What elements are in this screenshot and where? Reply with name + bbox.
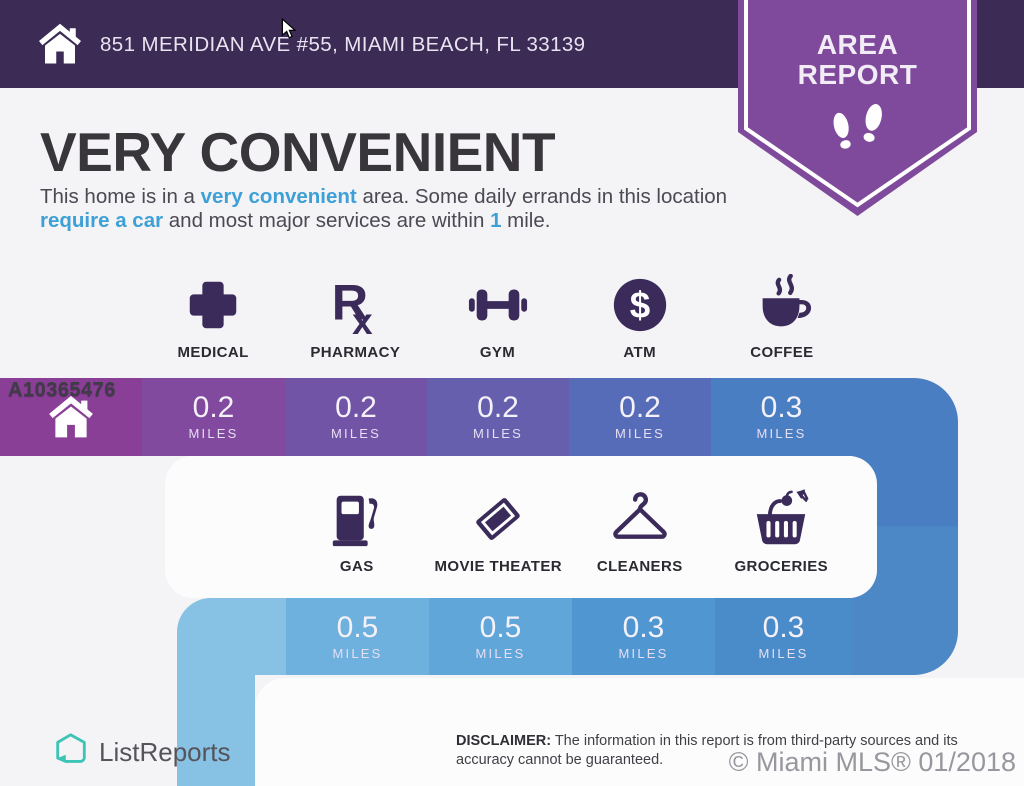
amenity-pharmacy: R x PHARMACY [284,274,426,361]
mls-credit-watermark: © Miami MLS® 01/2018 [728,747,1016,777]
grocery-basket-icon [750,488,812,550]
distance-cell-coffee: 0.3 MILES [711,378,852,456]
distance-value: 0.2 [192,391,235,424]
distance-value: 0.3 [760,391,803,424]
highlight-one-mile: 1 [490,208,502,232]
amenity-atm: $ ATM [569,274,711,361]
distance-value: 0.5 [336,610,379,644]
amenity-label: MEDICAL [177,344,249,361]
desc-text: and most major services are within [163,208,491,232]
dumbbell-icon [467,274,529,336]
distance-band-2: 0.5 MILES 0.5 MILES 0.3 MILES 0.3 MILES [177,598,852,675]
distance-cell-cleaners: 0.3 MILES [572,598,715,675]
coffee-cup-icon [751,273,813,336]
distance-value: 0.5 [479,610,522,644]
home-icon [36,20,84,68]
svg-text:$: $ [629,285,649,326]
amenity-label: PHARMACY [310,344,401,361]
amenity-label: ATM [623,344,656,361]
distance-cell-medical: 0.2 MILES [142,378,285,456]
distance-unit: MILES [618,645,669,661]
distance-cell-gas: 0.5 MILES [286,598,429,675]
listreports-logo-icon [52,731,90,774]
amenity-icons-row1: MEDICAL R x PHARMACY GYM [142,274,853,361]
distance-value: 0.2 [477,391,519,424]
distance-cell-groceries: 0.3 MILES [715,598,852,675]
highlight-very-convenient: very convenient [200,185,357,208]
mouse-cursor-icon [281,18,297,39]
home-cell [0,378,142,456]
distance-value: 0.2 [619,391,661,424]
distance-cell-pharmacy: 0.2 MILES [285,378,427,456]
home-icon [49,395,93,438]
ribbon-banner-shape [738,0,977,216]
second-row-card [165,456,877,598]
amenity-label: GAS [339,558,374,575]
highlight-require-a-car: require a car [40,208,164,232]
walkability-description: This home is in a very convenient area. … [40,185,732,232]
desc-text: mile. [501,208,551,232]
area-report-ribbon: AREA REPORT [738,0,977,218]
pharmacy-rx-icon: R x [324,274,386,343]
dollar-circle-icon: $ [609,274,671,336]
ticket-icon [467,488,529,550]
amenity-label: CLEANERS [596,558,683,575]
disclaimer-line2: accuracy cannot be guaranteed. [456,752,664,768]
amenity-gym: GYM [426,274,568,361]
amenity-movie-theater: MOVIE THEATER [428,488,570,575]
distance-unit: MILES [188,426,239,441]
distance-unit: MILES [758,645,809,661]
property-address: 851 MERIDIAN AVE #55, MIAMI BEACH, FL 33… [100,33,586,56]
amenity-label: GROCERIES [734,558,829,575]
distance-unit: MILES [614,426,665,441]
disclaimer-line1: The information in this report is from t… [551,733,958,749]
amenity-icons-row2: GAS MOVIE THEATER CLEANERS [286,488,852,575]
walkability-title: VERY CONVENIENT [40,121,556,183]
amenity-gas: GAS [286,488,428,575]
listing-id-watermark: A10365476 [8,379,116,401]
distance-cell-gym: 0.2 MILES [427,378,569,456]
distance-unit: MILES [330,426,381,441]
amenity-coffee: COFFEE [711,273,853,361]
disclaimer-text: DISCLAIMER: The information in this repo… [456,732,1001,770]
listreports-brand-name: ListReports [99,737,231,767]
footprints-icon [833,104,882,149]
route-connector-left [177,668,255,786]
gas-pump-icon [326,488,388,550]
distance-value: 0.3 [622,610,665,644]
listreports-brand: ListReports [52,731,231,774]
svg-text:x: x [352,301,373,336]
distance-cell-movie-theater: 0.5 MILES [429,598,572,675]
footer-card [255,678,1024,786]
amenity-cleaners: CLEANERS [569,488,711,575]
desc-text: This home is in a [40,185,201,208]
distance-band-1: 0.2 MILES 0.2 MILES 0.2 MILES 0.2 MILES … [0,378,852,456]
distance-value: 0.3 [762,610,805,644]
disclaimer-label: DISCLAIMER: [456,733,552,749]
amenity-label: COFFEE [750,344,814,361]
band2-cap [177,598,286,675]
medical-cross-icon [182,274,244,336]
distance-unit: MILES [756,426,807,441]
distance-value: 0.2 [335,391,377,424]
ribbon-line1: AREA [816,29,899,60]
svg-text:R: R [332,274,368,331]
amenity-groceries: GROCERIES [711,488,853,575]
desc-text: area. Some daily errands in this locatio… [356,185,728,208]
distance-cell-atm: 0.2 MILES [569,378,711,456]
distance-unit: MILES [472,426,523,441]
distance-unit: MILES [332,645,383,661]
amenity-label: MOVIE THEATER [434,558,562,575]
ribbon-line2: REPORT [797,59,918,90]
amenity-label: GYM [479,344,516,361]
amenity-medical: MEDICAL [142,274,284,361]
hanger-icon [609,488,671,550]
distance-unit: MILES [475,645,526,661]
